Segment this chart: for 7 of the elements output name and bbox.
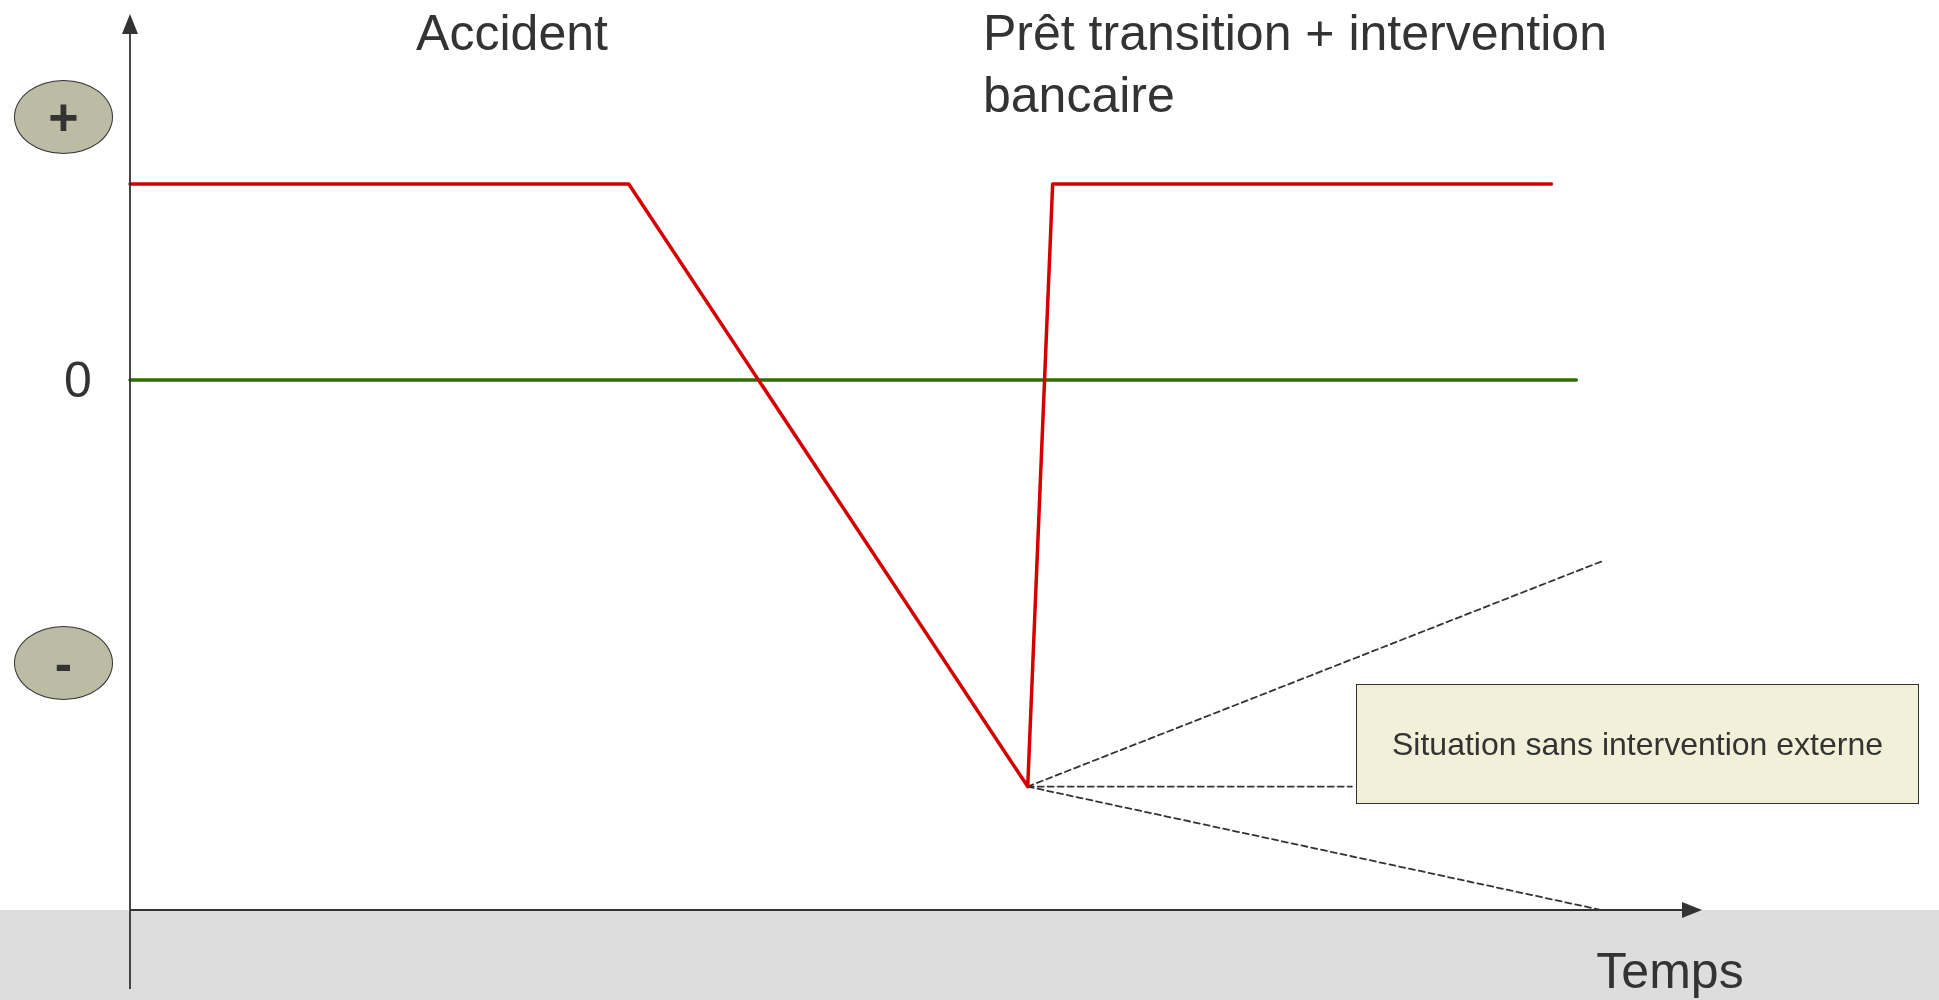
text: 0 xyxy=(64,351,92,410)
plus-sign-icon: + xyxy=(14,80,113,154)
note-box: Situation sans intervention externe xyxy=(1356,684,1919,804)
minus-sign-icon: - xyxy=(14,626,113,700)
x-axis-title: Temps xyxy=(1596,942,1744,1000)
text: Accident xyxy=(416,4,608,63)
text: Prêt transition + intervention bancaire xyxy=(983,4,1608,125)
